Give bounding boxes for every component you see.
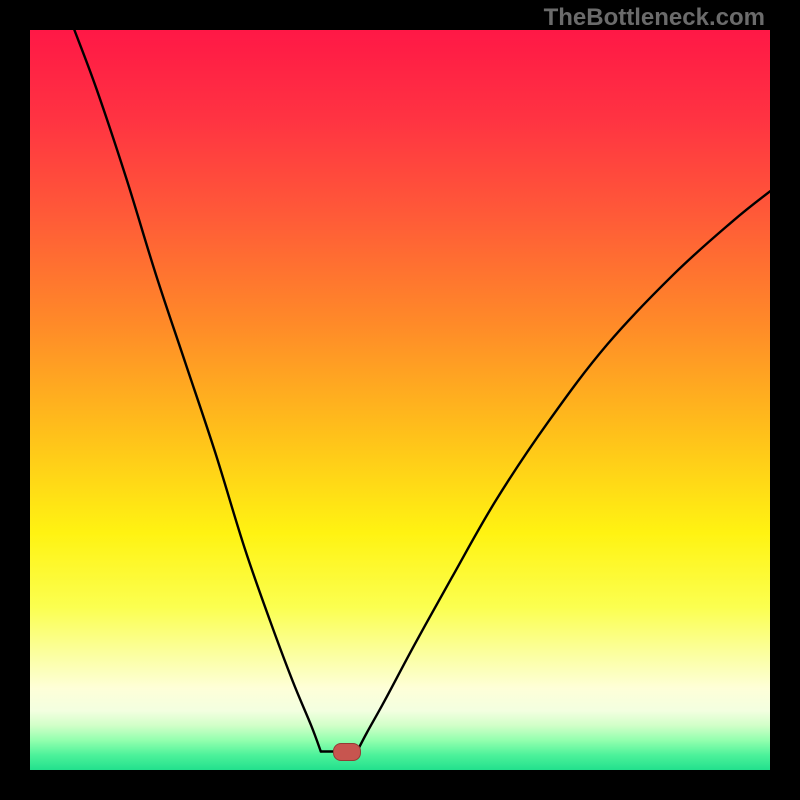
valley-marker — [333, 743, 361, 761]
plot-frame — [30, 30, 770, 770]
watermark-text: TheBottleneck.com — [544, 4, 765, 32]
chart-container: TheBottleneck.com — [0, 0, 800, 800]
gradient-background — [30, 30, 770, 770]
